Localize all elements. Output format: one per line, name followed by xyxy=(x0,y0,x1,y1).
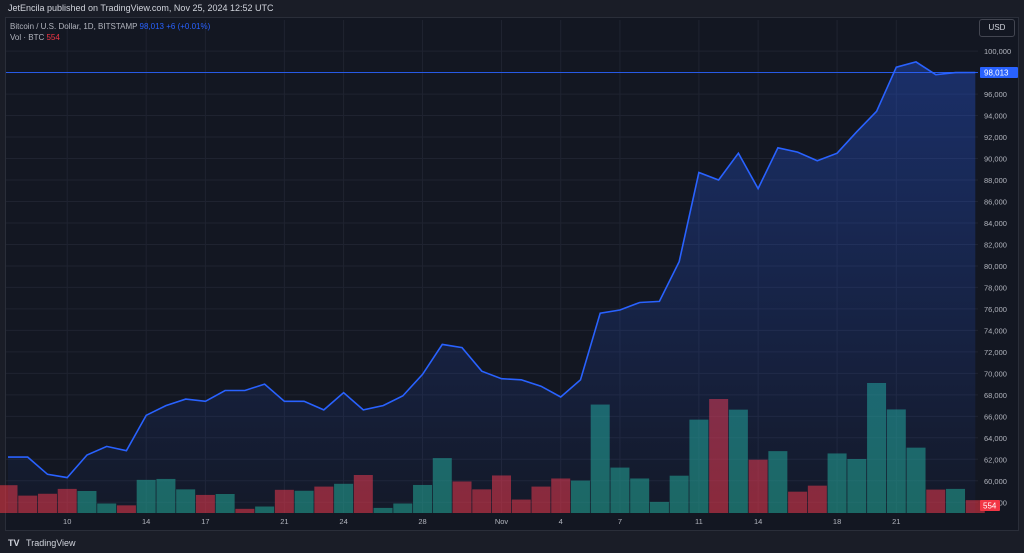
y-tick-label: 84,000 xyxy=(984,219,1007,228)
x-tick-label: 21 xyxy=(892,517,900,526)
x-tick-label: Nov xyxy=(495,517,509,526)
y-tick-label: 60,000 xyxy=(984,477,1007,486)
x-tick-label: 7 xyxy=(618,517,622,526)
currency-button[interactable]: USD xyxy=(979,19,1015,37)
x-tick-label: 21 xyxy=(280,517,288,526)
x-tick-label: 14 xyxy=(142,517,150,526)
footer-bar: TV TradingView xyxy=(0,534,1024,553)
volume-value: 554 xyxy=(46,33,60,42)
x-tick-label: 17 xyxy=(201,517,209,526)
last-volume-badge: 554 xyxy=(980,500,1000,511)
price-axis[interactable]: 58,00060,00062,00064,00066,00068,00070,0… xyxy=(984,47,1011,507)
y-tick-label: 68,000 xyxy=(984,391,1007,400)
time-axis[interactable]: 10 14 17 21 24 28 Nov 4 7 11 14 18 21 xyxy=(63,517,900,526)
y-tick-label: 64,000 xyxy=(984,434,1007,443)
y-tick-label: 66,000 xyxy=(984,412,1007,421)
price-change-text: +6 (+0.01%) xyxy=(166,22,211,31)
y-tick-label: 86,000 xyxy=(984,197,1007,206)
y-tick-label: 80,000 xyxy=(984,262,1007,271)
y-tick-label: 94,000 xyxy=(984,112,1007,121)
y-tick-label: 100,000 xyxy=(984,47,1011,56)
y-tick-label: 96,000 xyxy=(984,90,1007,99)
published-text: JetEncila published on TradingView.com, … xyxy=(8,3,274,13)
x-tick-label: 10 xyxy=(63,517,71,526)
y-tick-label: 92,000 xyxy=(984,133,1007,142)
y-tick-label: 72,000 xyxy=(984,348,1007,357)
y-tick-label: 82,000 xyxy=(984,240,1007,249)
y-tick-label: 76,000 xyxy=(984,305,1007,314)
y-tick-label: 62,000 xyxy=(984,455,1007,464)
symbol-text: Bitcoin / U.S. Dollar, 1D, BITSTAMP xyxy=(10,22,138,31)
x-tick-label: 4 xyxy=(559,517,563,526)
y-tick-label: 74,000 xyxy=(984,326,1007,335)
price-line xyxy=(8,61,976,479)
y-tick-label: 90,000 xyxy=(984,155,1007,164)
last-price-badge: 98,013 xyxy=(980,66,1018,78)
x-tick-label: 11 xyxy=(695,517,703,526)
y-tick-label: 78,000 xyxy=(984,283,1007,292)
y-tick-label: 88,000 xyxy=(984,176,1007,185)
tradingview-logo-icon[interactable]: TV xyxy=(8,538,20,548)
price-area-fill xyxy=(8,61,976,514)
x-tick-label: 28 xyxy=(418,517,426,526)
last-price-text: 98,013 xyxy=(139,22,164,31)
y-tick-label: 70,000 xyxy=(984,369,1007,378)
brand-name[interactable]: TradingView xyxy=(26,538,76,548)
volume-legend-row[interactable]: Vol · BTC 554 xyxy=(10,32,210,43)
symbol-legend-row[interactable]: Bitcoin / U.S. Dollar, 1D, BITSTAMP 98,0… xyxy=(10,21,210,32)
publish-header: JetEncila published on TradingView.com, … xyxy=(0,0,1024,17)
chart-legend: Bitcoin / U.S. Dollar, 1D, BITSTAMP 98,0… xyxy=(10,21,210,43)
x-tick-label: 18 xyxy=(833,517,841,526)
last-volume-value: 554 xyxy=(983,502,997,511)
x-tick-label: 14 xyxy=(754,517,762,526)
volume-label: Vol · BTC xyxy=(10,33,45,42)
x-tick-label: 24 xyxy=(339,517,347,526)
last-price-value: 98,013 xyxy=(984,68,1009,77)
